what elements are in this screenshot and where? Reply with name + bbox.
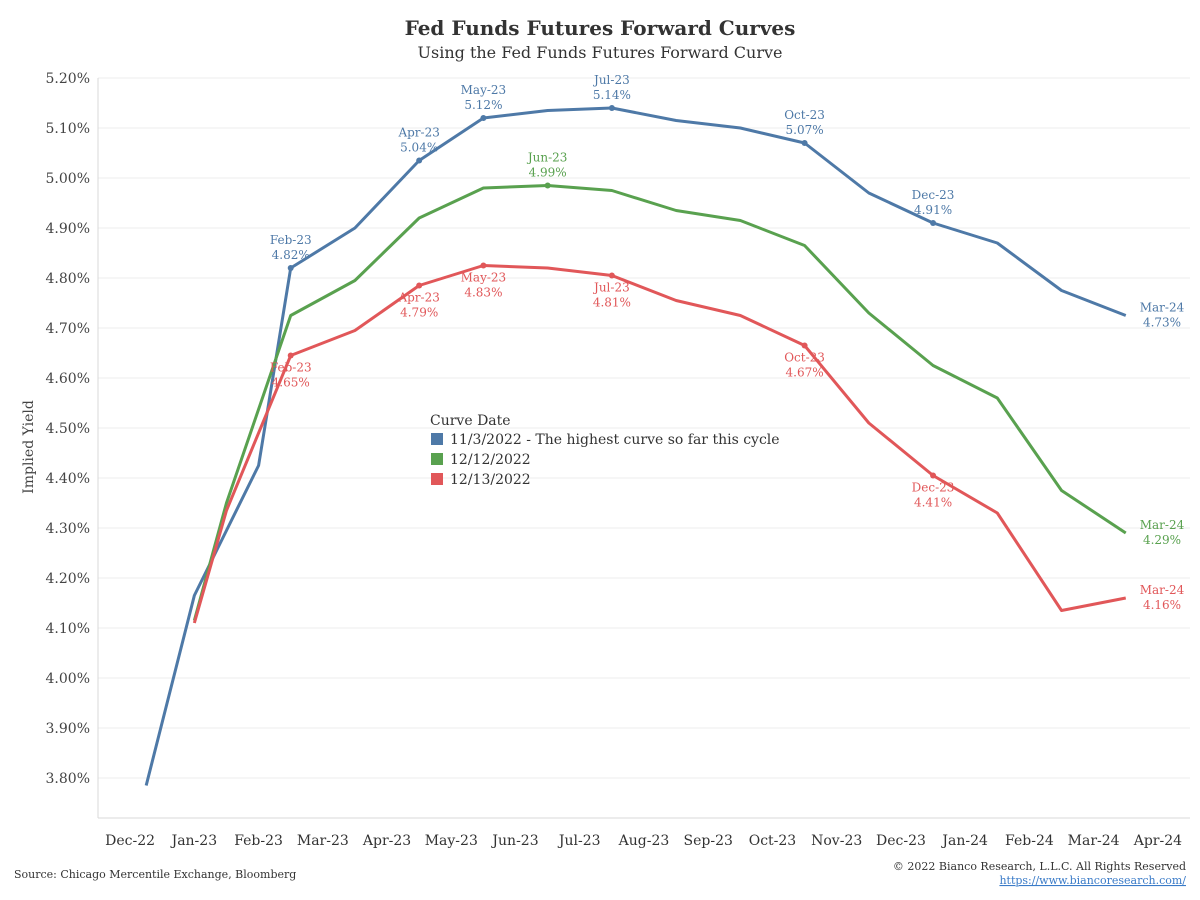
y-tick-label: 4.20% (46, 571, 90, 587)
data-label-month: Jun-23 (526, 151, 568, 165)
y-axis: 3.80% 3.90% 4.00% 4.10% 4.20% 4.30% 4.40% 4.50%… (46, 71, 90, 787)
y-tick-label: 4.40% (46, 471, 90, 487)
x-tick-label: Oct-23 (749, 833, 797, 849)
data-point (416, 282, 423, 289)
data-label-value: 5.04% (400, 141, 438, 155)
y-tick-label: 4.60% (46, 371, 90, 387)
data-point (930, 220, 937, 226)
x-axis: Dec-22 Jan-23 Feb-23 Mar-23 Apr-23 May-23 Jun-… (105, 833, 1182, 849)
series-line (192, 184, 1127, 621)
data-label-month: May-23 (461, 271, 507, 285)
data-label-month: Oct-23 (784, 351, 825, 365)
data-point (480, 262, 487, 269)
x-tick-label: Dec-22 (105, 833, 155, 849)
gridlines (97, 77, 1190, 819)
data-label-month: Jul-23 (592, 281, 630, 295)
data-point (801, 342, 808, 349)
data-label-month: Mar-24 (1140, 583, 1185, 597)
data-label-value: 4.73% (1143, 316, 1181, 330)
legend-swatch (431, 453, 443, 465)
x-tick-label: May-23 (425, 833, 478, 849)
data-label-month: Dec-23 (912, 188, 955, 202)
data-label-value: 4.99% (529, 166, 567, 180)
data-label-value: 5.14% (593, 88, 631, 102)
data-label-month: Dec-23 (912, 481, 955, 495)
chart-subtitle: Using the Fed Funds Futures Forward Curv… (418, 43, 783, 62)
y-tick-label: 4.80% (46, 271, 90, 287)
x-tick-label: Feb-23 (234, 833, 283, 849)
series-line (192, 264, 1127, 624)
y-tick-label: 4.00% (46, 671, 90, 687)
legend-swatch (431, 433, 443, 445)
y-tick-label: 3.80% (46, 771, 90, 787)
y-tick-label: 4.70% (46, 321, 90, 337)
y-tick-label: 5.20% (46, 71, 90, 87)
data-label-month: Feb-23 (270, 233, 312, 247)
data-point (544, 182, 551, 189)
data-label-value: 4.83% (464, 286, 502, 300)
y-tick-label: 5.10% (46, 121, 90, 137)
legend-swatch (431, 473, 443, 485)
data-point (930, 472, 937, 479)
x-tick-label: Jan-24 (940, 833, 988, 849)
copyright-note: © 2022 Bianco Research, L.L.C. All Right… (893, 860, 1186, 873)
data-label-value: 5.12% (464, 98, 502, 112)
x-tick-label: Sep-23 (684, 833, 733, 849)
website-link[interactable]: https://www.biancoresearch.com/ (999, 874, 1186, 887)
x-tick-label: Aug-23 (618, 833, 670, 849)
data-point (480, 115, 487, 121)
data-label-month: May-23 (461, 83, 507, 97)
source-note: Source: Chicago Mercentile Exchange, Blo… (14, 868, 296, 881)
data-label-month: Oct-23 (784, 108, 825, 122)
legend: Curve Date 11/3/2022 - The highest curve… (430, 413, 780, 488)
data-point (608, 105, 615, 111)
y-tick-label: 4.90% (46, 221, 90, 237)
x-tick-label: Feb-24 (1005, 833, 1054, 849)
data-label-month: Mar-24 (1140, 518, 1185, 532)
x-tick-label: Jan-23 (170, 833, 218, 849)
data-point (287, 265, 294, 271)
data-point (287, 352, 294, 359)
y-tick-label: 3.90% (46, 721, 90, 737)
data-label-month: Apr-23 (397, 126, 439, 140)
y-tick-label: 4.30% (46, 521, 90, 537)
y-tick-label: 4.10% (46, 621, 90, 637)
data-label-value: 4.81% (593, 296, 631, 310)
chart-title: Fed Funds Futures Forward Curves (405, 16, 796, 40)
legend-entry: 12/12/2022 (450, 452, 531, 468)
data-label-value: 4.67% (786, 366, 824, 380)
y-tick-label: 4.50% (46, 421, 90, 437)
legend-entry: 12/13/2022 (450, 472, 531, 488)
data-point (608, 272, 615, 279)
legend-title: Curve Date (430, 413, 511, 429)
data-label-month: Jul-23 (592, 73, 630, 87)
data-label-month: Mar-24 (1140, 301, 1185, 315)
x-tick-label: Mar-24 (1068, 833, 1120, 849)
data-label-value: 4.79% (400, 306, 438, 320)
y-axis-label: Implied Yield (21, 400, 37, 494)
data-label-month: Apr-23 (397, 291, 439, 305)
data-label-value: 4.91% (914, 203, 952, 217)
data-label-value: 4.82% (272, 248, 310, 262)
y-tick-label: 5.00% (46, 171, 90, 187)
x-tick-label: Jul-23 (557, 833, 601, 849)
x-tick-label: Dec-23 (876, 833, 926, 849)
x-tick-label: Apr-23 (362, 833, 411, 849)
data-label-value: 4.41% (914, 496, 952, 510)
data-label-month: Feb-23 (270, 361, 312, 375)
data-point (416, 157, 423, 164)
data-label-value: 5.07% (786, 123, 824, 137)
data-label-value: 4.65% (272, 376, 310, 390)
data-label-value: 4.16% (1143, 598, 1181, 612)
data-label-value: 4.29% (1143, 533, 1181, 547)
x-tick-label: Mar-23 (297, 833, 349, 849)
data-labels: Feb-234.82%Apr-235.04%May-235.12%Jul-235… (270, 73, 1185, 612)
legend-entry: 11/3/2022 - The highest curve so far thi… (450, 432, 780, 448)
x-tick-label: Apr-24 (1133, 833, 1182, 849)
x-tick-label: Jun-23 (490, 833, 538, 849)
data-point (801, 140, 808, 146)
x-tick-label: Nov-23 (811, 833, 862, 849)
